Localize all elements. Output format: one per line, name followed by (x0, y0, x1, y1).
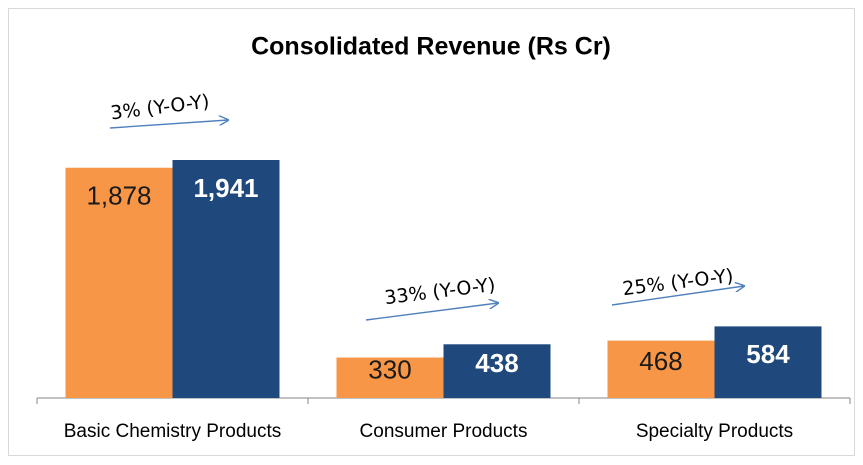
bar (443, 344, 551, 398)
annotation-arrow (611, 286, 744, 306)
annotation-arrow (109, 120, 228, 129)
value-label: 1,941 (193, 173, 258, 203)
x-tick-label: Basic Chemistry Products (64, 421, 282, 442)
annotation-arrow (365, 303, 498, 321)
bar (714, 326, 822, 398)
x-tick-label: Consumer Products (360, 421, 528, 442)
value-label: 1,878 (86, 181, 151, 211)
value-label: 468 (639, 346, 682, 376)
bar (607, 340, 715, 398)
x-tick-label: Specialty Products (636, 421, 793, 442)
value-label: 438 (475, 348, 518, 378)
chart-title: Consolidated Revenue (Rs Cr) (251, 33, 611, 61)
value-label: 330 (368, 355, 411, 385)
value-label: 584 (746, 339, 790, 369)
bar (336, 357, 444, 398)
bar (65, 167, 173, 398)
bar (172, 160, 280, 398)
